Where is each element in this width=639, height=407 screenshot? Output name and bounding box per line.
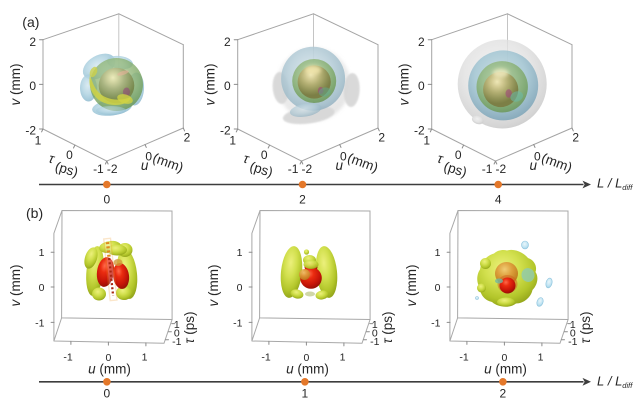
svg-text:(a): (a): [22, 14, 39, 30]
svg-text:4: 4: [495, 192, 502, 206]
svg-text:(b): (b): [26, 205, 43, 221]
svg-text:0: 0: [104, 387, 111, 401]
svg-text:0: 0: [103, 192, 110, 206]
svg-text:2: 2: [500, 387, 507, 401]
svg-text:1: 1: [302, 387, 309, 401]
svg-text:2: 2: [299, 192, 306, 206]
